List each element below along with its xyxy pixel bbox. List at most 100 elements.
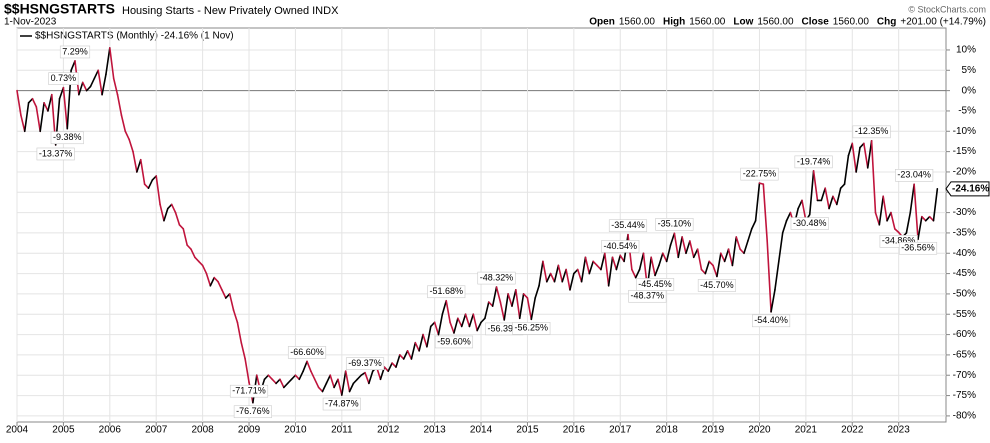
- quote-label: Open: [589, 17, 615, 28]
- line-segment: [785, 211, 792, 222]
- data-label: -56.25%: [512, 322, 551, 335]
- data-label-text: -59.60%: [437, 336, 471, 346]
- x-tick-label: 2013: [424, 425, 447, 436]
- line-segment: [205, 272, 212, 287]
- data-label-bg: [697, 279, 736, 292]
- line-segment: [337, 378, 343, 396]
- data-label-text: -35.44%: [611, 220, 645, 230]
- data-label-text: -35.10%: [658, 219, 692, 229]
- line-segment: [267, 374, 274, 381]
- line-segment: [870, 140, 877, 214]
- data-label: 7.29%: [59, 45, 91, 59]
- line-segment: [313, 378, 320, 389]
- data-label-bg: [512, 322, 551, 335]
- line-segment: [704, 260, 710, 275]
- line-segment: [31, 97, 38, 108]
- y-tick-label: -50%: [953, 289, 976, 300]
- line-segment: [391, 362, 397, 368]
- line-segment: [47, 93, 53, 112]
- line-segment: [78, 81, 84, 96]
- line-segment: [163, 207, 169, 222]
- x-tick-label: 2005: [52, 425, 75, 436]
- data-label-bg: [36, 147, 75, 161]
- line-segment: [762, 183, 768, 242]
- line-segment: [174, 211, 181, 226]
- data-label-bg: [434, 335, 474, 349]
- data-label-bg: [287, 346, 327, 359]
- line-segment: [472, 313, 478, 332]
- data-label-text: -13.37%: [39, 148, 73, 158]
- line-segment: [932, 188, 939, 222]
- line-segment: [673, 232, 680, 259]
- x-tick-label: 2015: [516, 425, 539, 436]
- x-tick-label: 2010: [284, 425, 307, 436]
- line-segment: [553, 264, 560, 283]
- y-tick-label: -40%: [953, 248, 976, 259]
- data-label: -45.70%: [697, 279, 736, 292]
- line-segment: [27, 97, 34, 104]
- line-segment: [105, 47, 111, 76]
- line-segment: [178, 223, 185, 230]
- line-segment: [719, 252, 726, 263]
- data-label-bg: [740, 167, 779, 181]
- line-segment: [190, 248, 196, 259]
- data-label-text: -9.38%: [53, 132, 82, 142]
- data-label-bg: [50, 131, 84, 145]
- line-segment: [812, 170, 819, 202]
- data-label: -9.38%: [50, 131, 84, 145]
- y-tick-label: -55%: [953, 309, 976, 320]
- line-segment: [221, 289, 227, 299]
- data-label-bg: [48, 72, 79, 85]
- data-label-text: -23.04%: [897, 170, 931, 180]
- x-tick-label: 2017: [609, 425, 632, 436]
- line-segment: [592, 260, 598, 267]
- data-label: -66.60%: [287, 346, 327, 359]
- line-segment: [383, 366, 390, 372]
- line-segment: [410, 341, 417, 360]
- line-segment: [542, 260, 548, 283]
- line-segment: [368, 370, 374, 385]
- line-segment: [634, 268, 641, 279]
- line-segment: [213, 276, 219, 283]
- line-segment: [708, 260, 714, 267]
- line-segment: [356, 374, 362, 381]
- y-tick-label: -15%: [953, 146, 976, 157]
- line-segment: [457, 317, 463, 328]
- line-segment: [565, 268, 571, 291]
- line-segment: [727, 248, 734, 267]
- data-label-bg: [898, 241, 938, 255]
- data-label: -35.10%: [655, 218, 694, 231]
- x-tick-label: 2023: [888, 425, 911, 436]
- line-segment: [70, 60, 76, 72]
- data-label-text: -54.40%: [754, 315, 788, 325]
- line-segment: [321, 382, 328, 393]
- data-label-text: -22.75%: [743, 168, 777, 178]
- tag-box: [945, 181, 990, 197]
- line-segment: [747, 228, 753, 242]
- line-segment: [808, 170, 815, 216]
- data-label-text: -45.70%: [700, 280, 734, 290]
- line-segment: [894, 228, 900, 234]
- data-label: -51.68%: [427, 285, 466, 299]
- data-label: -36.56%: [898, 241, 938, 255]
- x-tick-label: 2019: [702, 425, 725, 436]
- line-segment: [499, 301, 506, 321]
- line-segment: [85, 85, 92, 92]
- line-segment: [476, 321, 482, 332]
- line-segment: [124, 130, 130, 141]
- data-label: -76.76%: [233, 405, 272, 419]
- line-segment: [573, 268, 579, 275]
- line-segment: [774, 260, 780, 291]
- line-segment: [615, 254, 622, 271]
- line-segment: [325, 374, 332, 385]
- x-tick-label: 2012: [377, 425, 400, 436]
- line-segment: [530, 297, 536, 321]
- x-tick-label: 2021: [795, 425, 818, 436]
- line-segment: [201, 264, 208, 275]
- data-label-text: -74.87%: [325, 398, 359, 408]
- data-label-bg: [852, 125, 891, 139]
- line-segment: [890, 211, 896, 230]
- data-label-bg: [233, 405, 272, 419]
- line-segment: [62, 86, 69, 130]
- line-segment: [588, 260, 594, 275]
